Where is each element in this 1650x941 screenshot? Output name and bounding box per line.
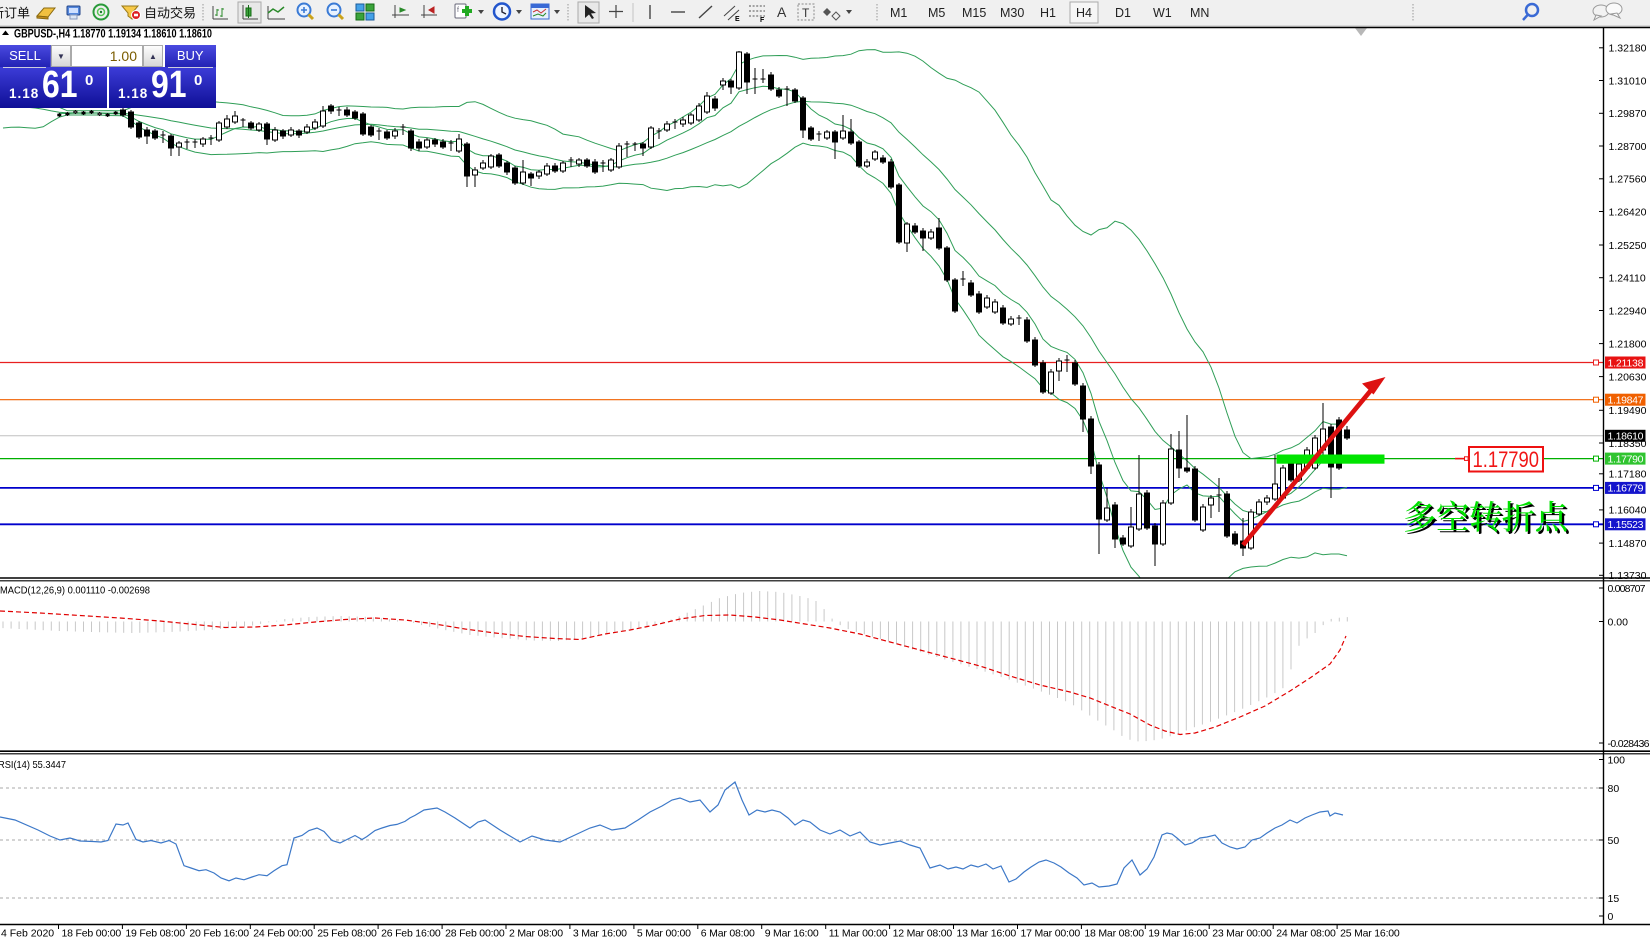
svg-text:12 Mar 08:00: 12 Mar 08:00: [893, 928, 953, 940]
svg-text:26 Feb 16:00: 26 Feb 16:00: [381, 928, 441, 940]
svg-text:1.31010: 1.31010: [1609, 75, 1647, 87]
svg-text:0: 0: [1608, 911, 1614, 923]
svg-text:24 Mar 08:00: 24 Mar 08:00: [1276, 928, 1336, 940]
svg-text:D1: D1: [1115, 6, 1131, 20]
svg-text:18 Feb 00:00: 18 Feb 00:00: [62, 928, 122, 940]
svg-text:1.22940: 1.22940: [1609, 305, 1647, 317]
svg-text:1.18610: 1.18610: [1608, 431, 1644, 443]
svg-text:1.28700: 1.28700: [1609, 141, 1647, 153]
svg-text:1.24110: 1.24110: [1609, 273, 1646, 285]
svg-text:T: T: [802, 6, 810, 20]
svg-text:H4: H4: [1076, 6, 1092, 20]
svg-text:E: E: [735, 16, 740, 23]
svg-text:1.14870: 1.14870: [1609, 538, 1647, 550]
svg-text:M1: M1: [890, 6, 907, 20]
svg-text:0.00: 0.00: [1608, 616, 1629, 628]
svg-text:11 Mar 00:00: 11 Mar 00:00: [829, 928, 888, 940]
svg-text:1.20630: 1.20630: [1609, 371, 1647, 383]
svg-text:1.13730: 1.13730: [1609, 570, 1647, 582]
svg-text:1.19847: 1.19847: [1608, 395, 1644, 407]
svg-text:23 Mar 00:00: 23 Mar 00:00: [1212, 928, 1272, 940]
svg-text:1.17790: 1.17790: [1473, 447, 1540, 472]
svg-text:25 Feb 08:00: 25 Feb 08:00: [317, 928, 377, 940]
svg-text:1.15523: 1.15523: [1608, 519, 1644, 531]
svg-text:W1: W1: [1153, 6, 1172, 20]
svg-text:1.27560: 1.27560: [1609, 174, 1647, 186]
svg-text:15: 15: [1608, 893, 1620, 905]
svg-text:1.16779: 1.16779: [1608, 483, 1644, 495]
svg-text:M15: M15: [962, 6, 986, 20]
svg-text:1.17790: 1.17790: [1608, 453, 1644, 465]
svg-text:3 Mar 16:00: 3 Mar 16:00: [573, 928, 627, 940]
svg-text:-0.028436: -0.028436: [1608, 738, 1650, 750]
svg-text:20 Feb 16:00: 20 Feb 16:00: [189, 928, 249, 940]
svg-text:1.21800: 1.21800: [1609, 338, 1647, 350]
svg-text:1.21138: 1.21138: [1608, 357, 1644, 369]
svg-text:2 Mar 08:00: 2 Mar 08:00: [509, 928, 563, 940]
svg-text:1.26420: 1.26420: [1609, 206, 1647, 218]
svg-text:MACD(12,26,9) 0.001110 -0.0026: MACD(12,26,9) 0.001110 -0.002698: [0, 585, 150, 597]
svg-text:F: F: [760, 17, 765, 24]
svg-text:1.16040: 1.16040: [1609, 505, 1647, 517]
svg-text:17 Mar 00:00: 17 Mar 00:00: [1021, 928, 1081, 940]
svg-text:19 Feb 08:00: 19 Feb 08:00: [125, 928, 185, 940]
svg-text:1.25250: 1.25250: [1609, 240, 1647, 252]
svg-text:1.17180: 1.17180: [1609, 469, 1647, 481]
svg-text:MN: MN: [1190, 6, 1209, 20]
svg-text:1.32180: 1.32180: [1609, 43, 1647, 55]
svg-text:f: f: [457, 7, 459, 14]
svg-text:25 Mar 16:00: 25 Mar 16:00: [1340, 928, 1400, 940]
svg-text:28 Feb 00:00: 28 Feb 00:00: [445, 928, 505, 940]
svg-text:13 Mar 16:00: 13 Mar 16:00: [957, 928, 1017, 940]
svg-text:H1: H1: [1040, 6, 1056, 20]
svg-text:19 Mar 16:00: 19 Mar 16:00: [1148, 928, 1208, 940]
svg-text:A: A: [777, 4, 787, 20]
svg-text:80: 80: [1608, 783, 1620, 795]
svg-text:50: 50: [1608, 835, 1620, 847]
svg-text:18 Mar 08:00: 18 Mar 08:00: [1084, 928, 1144, 940]
svg-text:6 Mar 08:00: 6 Mar 08:00: [701, 928, 755, 940]
svg-text:M30: M30: [1000, 6, 1024, 20]
svg-text:4 Feb 2020: 4 Feb 2020: [1, 928, 54, 940]
svg-text:1.29870: 1.29870: [1609, 108, 1647, 120]
svg-text:5 Mar 00:00: 5 Mar 00:00: [637, 928, 691, 940]
svg-text:M5: M5: [928, 6, 945, 20]
svg-text:9 Mar 16:00: 9 Mar 16:00: [765, 928, 819, 940]
svg-text:GBPUSD-,H4 1.18770 1.19134 1.: GBPUSD-,H4 1.18770 1.19134 1.18610 1.186…: [14, 29, 212, 41]
svg-text:24 Feb 00:00: 24 Feb 00:00: [253, 928, 313, 940]
svg-text:0.008707: 0.008707: [1608, 583, 1646, 595]
svg-text:100: 100: [1608, 754, 1626, 766]
svg-text:RSI(14) 55.3447: RSI(14) 55.3447: [0, 759, 66, 771]
svg-text:1.19490: 1.19490: [1609, 405, 1647, 417]
